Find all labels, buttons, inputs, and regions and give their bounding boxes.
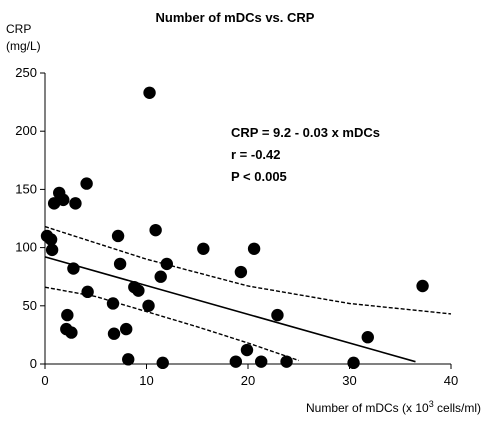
regression-layer [44, 225, 452, 363]
x-tick-label: 0 [41, 373, 48, 388]
regression-line [44, 256, 416, 363]
data-point [120, 322, 133, 336]
y-axis-label-line2: (mg/L) [6, 39, 41, 53]
x-tick-label: 20 [241, 373, 255, 388]
data-point [69, 197, 82, 210]
data-point [122, 353, 135, 366]
y-axis-label-line1: CRP [6, 22, 31, 36]
x-axis-label-superscript: 3 [429, 399, 434, 409]
data-point [57, 193, 70, 207]
data-point [416, 279, 429, 293]
data-point [254, 355, 268, 368]
data-point [149, 223, 162, 237]
data-point [107, 327, 121, 340]
data-point [65, 326, 78, 339]
correlation-r: r = -0.42 [231, 147, 281, 162]
data-point [45, 243, 59, 257]
x-tick-label: 10 [139, 373, 153, 388]
y-tick-label: 200 [15, 123, 37, 138]
x-tick-label: 30 [342, 373, 356, 388]
data-point [197, 242, 210, 255]
x-axis-label-unit: cells/ml) [434, 401, 481, 415]
x-tick-label: 40 [444, 373, 458, 388]
x-axis-ticks: 0 10 20 30 40 [41, 364, 458, 388]
data-point [143, 86, 156, 99]
data-point [111, 229, 125, 243]
confidence-band-upper [44, 225, 452, 315]
data-point [44, 233, 58, 246]
data-point [229, 355, 243, 368]
y-tick-label: 250 [15, 65, 37, 80]
data-point [240, 343, 254, 357]
data-point [234, 265, 248, 279]
data-point [61, 308, 74, 322]
data-point [280, 355, 293, 368]
data-point [80, 177, 93, 190]
data-point [81, 285, 94, 299]
data-point [156, 356, 169, 370]
y-tick-label: 0 [30, 356, 37, 371]
p-value: P < 0.005 [231, 169, 287, 184]
regression-equation: CRP = 9.2 - 0.03 x mDCs [231, 125, 380, 140]
data-point [160, 257, 173, 271]
confidence-band-lower [44, 286, 300, 362]
data-point [113, 257, 127, 271]
y-tick-label: 100 [15, 240, 37, 255]
data-point [106, 297, 120, 310]
x-axis-label: Number of mDCs (x 103 cells/ml) [306, 399, 481, 415]
y-tick-label: 50 [23, 298, 37, 313]
y-tick-label: 150 [15, 181, 37, 196]
data-point [361, 331, 374, 344]
data-point [271, 308, 284, 322]
data-point [347, 356, 360, 370]
x-axis-label-text: Number of mDCs (x 10 [306, 401, 429, 415]
data-points [40, 86, 429, 370]
data-point [247, 242, 261, 255]
chart-title: Number of mDCs vs. CRP [156, 10, 315, 25]
data-point [154, 270, 167, 283]
data-point [132, 284, 145, 297]
data-point [142, 299, 155, 312]
data-point [67, 262, 80, 275]
y-axis-ticks: 0 50 100 150 200 250 [15, 65, 45, 371]
